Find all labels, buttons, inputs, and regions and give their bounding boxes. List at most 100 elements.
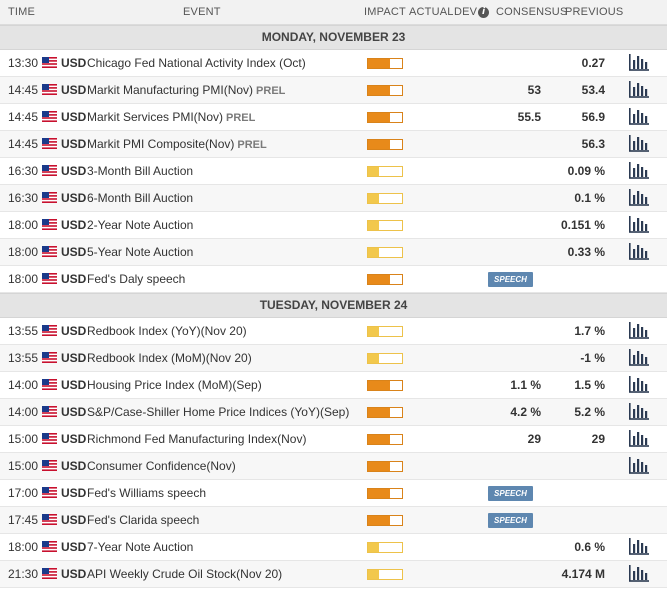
event-consensus: 29 (527, 432, 541, 446)
event-time: 16:30 (8, 164, 39, 178)
event-time: 16:30 (8, 191, 39, 205)
us-flag-icon (42, 192, 57, 203)
impact-bar-low (367, 220, 403, 231)
event-name[interactable]: 5-Year Note Auction (87, 239, 193, 265)
event-row[interactable]: 14:45 USD Markit Services PMI(Nov) PREL 5… (0, 104, 667, 131)
event-name[interactable]: 2-Year Note Auction (87, 212, 193, 238)
event-row[interactable]: 14:45 USD Markit PMI Composite(Nov) PREL … (0, 131, 667, 158)
event-row[interactable]: 16:30 USD 6-Month Bill Auction 0.1 % (0, 185, 667, 212)
chart-icon[interactable] (629, 108, 649, 125)
event-row[interactable]: 21:30 USD API Weekly Crude Oil Stock(Nov… (0, 561, 667, 588)
event-name[interactable]: Markit PMI Composite(Nov) PREL (87, 131, 267, 158)
event-name[interactable]: 6-Month Bill Auction (87, 185, 193, 211)
event-name[interactable]: 7-Year Note Auction (87, 534, 193, 560)
info-icon[interactable]: i (478, 7, 489, 18)
chart-icon[interactable] (629, 243, 649, 260)
chart-icon[interactable] (629, 349, 649, 366)
event-currency: USD (61, 137, 87, 151)
event-time: 14:45 (8, 137, 39, 151)
event-previous: 0.1 % (574, 191, 605, 205)
chart-icon[interactable] (629, 81, 649, 98)
event-currency: USD (61, 245, 87, 259)
col-impact[interactable]: IMPACT (364, 6, 406, 18)
event-name-text: Richmond Fed Manufacturing Index(Nov) (87, 432, 307, 446)
event-consensus: 4.2 % (510, 405, 541, 419)
event-time: 13:55 (8, 324, 39, 338)
impact-bar-high (367, 407, 403, 418)
event-previous: 4.174 M (561, 567, 605, 581)
event-row[interactable]: 14:00 USD S&P/Case-Shiller Home Price In… (0, 399, 667, 426)
chart-icon[interactable] (629, 430, 649, 447)
chart-icon[interactable] (629, 189, 649, 206)
event-row[interactable]: 18:00 USD 5-Year Note Auction 0.33 % (0, 239, 667, 266)
event-name[interactable]: Fed's Williams speech (87, 480, 206, 506)
us-flag-icon (42, 57, 57, 68)
event-name[interactable]: S&P/Case-Shiller Home Price Indices (YoY… (87, 399, 349, 425)
event-row[interactable]: 17:45 USD Fed's Clarida speech SPEECH (0, 507, 667, 534)
speech-badge: SPEECH (488, 486, 533, 501)
event-currency: USD (61, 218, 87, 232)
event-row[interactable]: 18:00 USD 7-Year Note Auction 0.6 % (0, 534, 667, 561)
event-currency: USD (61, 324, 87, 338)
col-dev[interactable]: DEV (454, 6, 478, 18)
event-previous: 29 (591, 432, 605, 446)
event-time: 14:45 (8, 110, 39, 124)
event-row[interactable]: 18:00 USD Fed's Daly speech SPEECH (0, 266, 667, 293)
col-actual[interactable]: ACTUAL (409, 6, 454, 18)
us-flag-icon (42, 406, 57, 417)
event-row[interactable]: 16:30 USD 3-Month Bill Auction 0.09 % (0, 158, 667, 185)
chart-icon[interactable] (629, 565, 649, 582)
event-time: 15:00 (8, 459, 39, 473)
event-name[interactable]: Consumer Confidence(Nov) (87, 453, 236, 479)
event-row[interactable]: 15:00 USD Consumer Confidence(Nov) (0, 453, 667, 480)
chart-icon[interactable] (629, 216, 649, 233)
chart-icon[interactable] (629, 54, 649, 71)
col-time[interactable]: TIME (8, 6, 36, 18)
event-name[interactable]: Chicago Fed National Activity Index (Oct… (87, 50, 306, 76)
event-name-text: Fed's Clarida speech (87, 513, 200, 527)
event-name-text: Redbook Index (MoM)(Nov 20) (87, 351, 252, 365)
impact-bar-high (367, 274, 403, 285)
event-name[interactable]: Markit Services PMI(Nov) PREL (87, 104, 255, 131)
col-consensus[interactable]: CONSENSUS (496, 6, 568, 18)
event-row[interactable]: 18:00 USD 2-Year Note Auction 0.151 % (0, 212, 667, 239)
event-name[interactable]: API Weekly Crude Oil Stock(Nov 20) (87, 561, 282, 587)
us-flag-icon (42, 541, 57, 552)
event-time: 18:00 (8, 245, 39, 259)
col-previous[interactable]: PREVIOUS (565, 6, 624, 18)
impact-bar-low (367, 247, 403, 258)
chart-icon[interactable] (629, 135, 649, 152)
us-flag-icon (42, 352, 57, 363)
chart-icon[interactable] (629, 403, 649, 420)
event-name-text: Markit Manufacturing PMI(Nov) (87, 83, 254, 97)
event-name[interactable]: 3-Month Bill Auction (87, 158, 193, 184)
event-name[interactable]: Markit Manufacturing PMI(Nov) PREL (87, 77, 285, 104)
impact-bar-high (367, 515, 403, 526)
col-event[interactable]: EVENT (183, 6, 221, 18)
event-name[interactable]: Housing Price Index (MoM)(Sep) (87, 372, 262, 398)
impact-bar-low (367, 569, 403, 580)
event-row[interactable]: 14:45 USD Markit Manufacturing PMI(Nov) P… (0, 77, 667, 104)
event-row[interactable]: 17:00 USD Fed's Williams speech SPEECH (0, 480, 667, 507)
event-row[interactable]: 13:55 USD Redbook Index (MoM)(Nov 20) -1… (0, 345, 667, 372)
event-name[interactable]: Fed's Daly speech (87, 266, 185, 292)
chart-icon[interactable] (629, 162, 649, 179)
event-row[interactable]: 15:00 USD Richmond Fed Manufacturing Ind… (0, 426, 667, 453)
event-currency: USD (61, 110, 87, 124)
us-flag-icon (42, 433, 57, 444)
impact-bar-high (367, 85, 403, 96)
chart-icon[interactable] (629, 376, 649, 393)
impact-bar-low (367, 193, 403, 204)
event-row[interactable]: 14:00 USD Housing Price Index (MoM)(Sep)… (0, 372, 667, 399)
event-row[interactable]: 13:30 USD Chicago Fed National Activity … (0, 50, 667, 77)
event-name[interactable]: Fed's Clarida speech (87, 507, 199, 533)
chart-icon[interactable] (629, 457, 649, 474)
event-name[interactable]: Redbook Index (MoM)(Nov 20) (87, 345, 252, 371)
event-row[interactable]: 13:55 USD Redbook Index (YoY)(Nov 20) 1.… (0, 318, 667, 345)
chart-icon[interactable] (629, 538, 649, 555)
event-currency: USD (61, 272, 87, 286)
chart-icon[interactable] (629, 322, 649, 339)
event-name[interactable]: Redbook Index (YoY)(Nov 20) (87, 318, 247, 344)
event-name[interactable]: Richmond Fed Manufacturing Index(Nov) (87, 426, 306, 452)
